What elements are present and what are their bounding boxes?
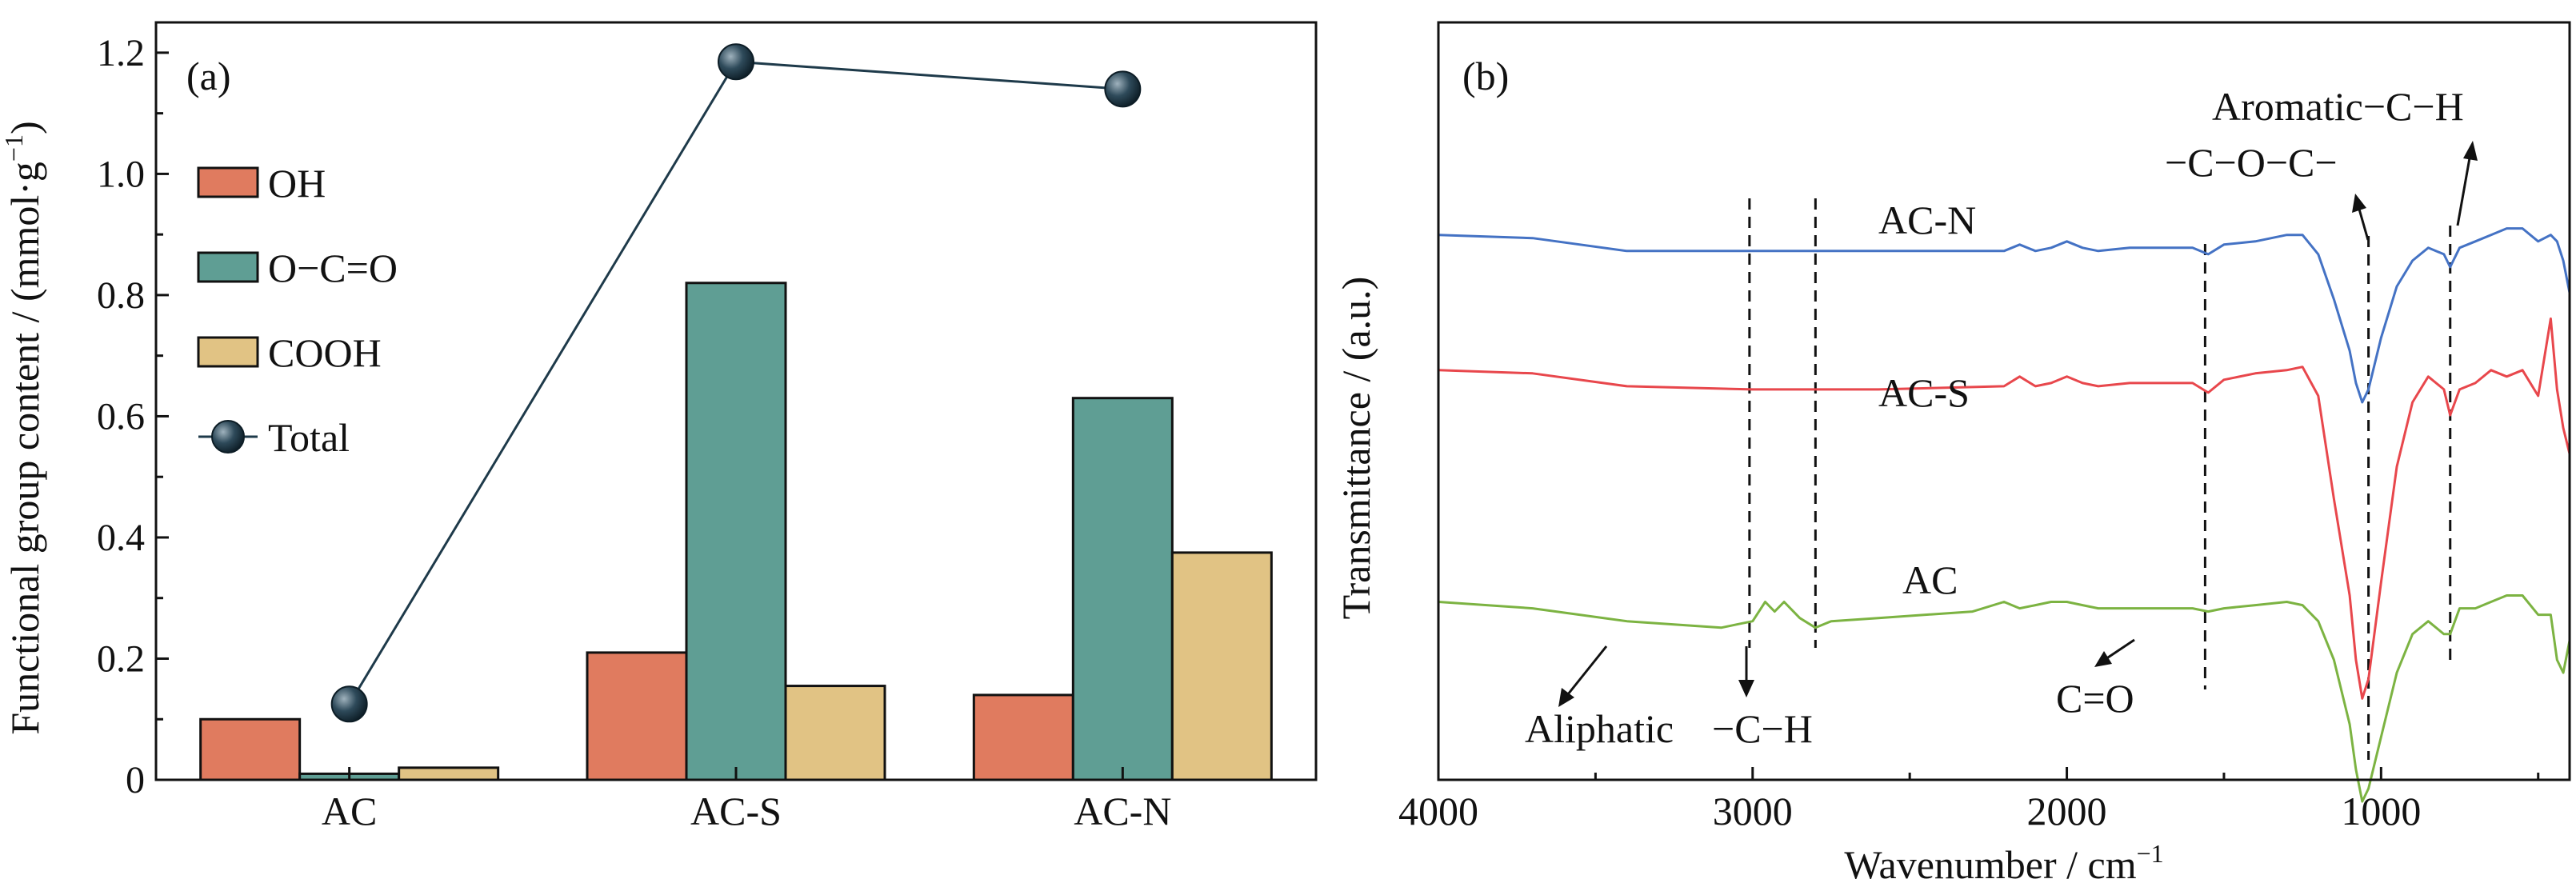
bar-oh-ac-n <box>972 693 1074 781</box>
annotation-arrows <box>1558 141 2478 707</box>
panel-b-line-chart: 4000 3000 2000 1000 (b) Transmittance / (a.… <box>1334 21 2571 887</box>
panel-b-x-axis-title: Wavenumber / cm−1 <box>1844 839 2163 887</box>
total-point-ac-n <box>1104 70 1142 108</box>
panel-a-frame <box>154 21 1318 781</box>
panel-a-y-tick-label: 1.2 <box>97 32 145 74</box>
annotation-c-o-c: −C−O−C− <box>2165 140 2338 185</box>
panel-b-x-tick-label: 2000 <box>2027 789 2107 833</box>
spectrum-ac-n <box>1438 227 2571 404</box>
spectrum-ac <box>1438 594 2571 803</box>
legend-label-cooh: COOH <box>268 330 382 375</box>
panel-a-y-axis: 0 0.2 0.4 0.6 0.8 1.0 1.2 <box>97 32 169 801</box>
panel-a-bar-chart: 0 0.2 0.4 0.6 0.8 1.0 1.2 AC AC-S AC-N (a) OH O−C… <box>0 21 1318 833</box>
legend-label-o-c-o: O−C=O <box>268 246 398 290</box>
bar-cooh-ac <box>398 766 500 781</box>
panel-b-x-tick-label: 3000 <box>1713 789 1793 833</box>
annotation-aliphatic: Aliphatic <box>1525 706 1674 751</box>
arrowhead-aliphatic <box>1558 688 1574 707</box>
arrowhead-c-h <box>1738 680 1754 697</box>
arrow-aliphatic <box>1566 645 1608 695</box>
arrow-aromatic <box>2456 153 2472 226</box>
annotation-c-o: C=O <box>2056 676 2134 721</box>
legend-label-total: Total <box>268 415 350 460</box>
panel-a-y-tick-label: 0.4 <box>97 517 145 559</box>
annotation-aromatic: Aromatic−C−H <box>2212 84 2464 129</box>
panel-a-y-tick-label: 1.0 <box>97 153 145 195</box>
bar-cooh-ac-s <box>784 685 886 781</box>
spectrum-ac-s <box>1438 317 2571 700</box>
panel-b-label: (b) <box>1462 54 1509 98</box>
panel-a-y-axis-title: Functional group content / (mmol·g−1) <box>0 121 47 734</box>
panel-b-x-axis: 4000 3000 2000 1000 <box>1398 767 2540 833</box>
panel-b-dashed-guides <box>1748 198 2452 760</box>
series-label-ac-n: AC-N <box>1878 198 1976 242</box>
panel-b-y-axis-title: Transmittance / (a.u.) <box>1334 277 1378 620</box>
legend-swatch-cooh <box>197 336 259 368</box>
bar-o-c-o-ac-n <box>1071 397 1174 781</box>
panel-b-x-tick-label: 1000 <box>2341 789 2421 833</box>
bar-oh-ac-s <box>586 651 688 781</box>
panel-a-y-tick-label: 0.2 <box>97 637 145 680</box>
legend-swatch-oh <box>197 166 259 198</box>
panel-a-legend: OH O−C=O COOH Total <box>197 161 398 460</box>
legend-marker-total <box>211 420 245 453</box>
total-point-ac-s <box>718 43 754 81</box>
arrow-c-o-c <box>2357 206 2370 241</box>
panel-a-total-line <box>330 43 1142 723</box>
arrowhead-c-o-c <box>2352 194 2366 213</box>
panel-b-frame <box>1437 21 2571 781</box>
panel-a-y-tick-label: 0.6 <box>97 395 145 438</box>
panel-a-bars <box>199 282 1273 781</box>
series-label-ac: AC <box>1902 557 1958 602</box>
series-label-ac-s: AC-S <box>1878 370 1970 415</box>
panel-a-x-tick-label-ac-n: AC-N <box>1074 789 1171 833</box>
legend-swatch-o-c-o <box>197 251 259 283</box>
bar-cooh-ac-n <box>1170 551 1273 781</box>
panel-a-x-axis: AC AC-S AC-N <box>322 767 1171 833</box>
bar-o-c-o-ac-s <box>685 282 787 781</box>
panel-b-spectra <box>1438 227 2571 803</box>
bar-oh-ac <box>199 717 302 781</box>
legend-label-oh: OH <box>268 161 326 206</box>
panel-a-label: (a) <box>186 54 231 98</box>
total-point-ac <box>330 685 368 723</box>
panel-a-y-tick-label: 0 <box>126 759 145 801</box>
arrowhead-c-o <box>2094 651 2112 667</box>
panel-a-x-tick-label-ac: AC <box>322 789 377 833</box>
panel-a-y-tick-label: 0.8 <box>97 274 145 317</box>
panel-b-x-tick-label: 4000 <box>1398 789 1478 833</box>
panel-a-x-tick-label-ac-s: AC-S <box>690 789 782 833</box>
arrowhead-aromatic <box>2463 141 2478 161</box>
annotation-c-h-aliphatic: −C−H <box>1712 706 1813 751</box>
arrow-c-o <box>2105 638 2135 661</box>
